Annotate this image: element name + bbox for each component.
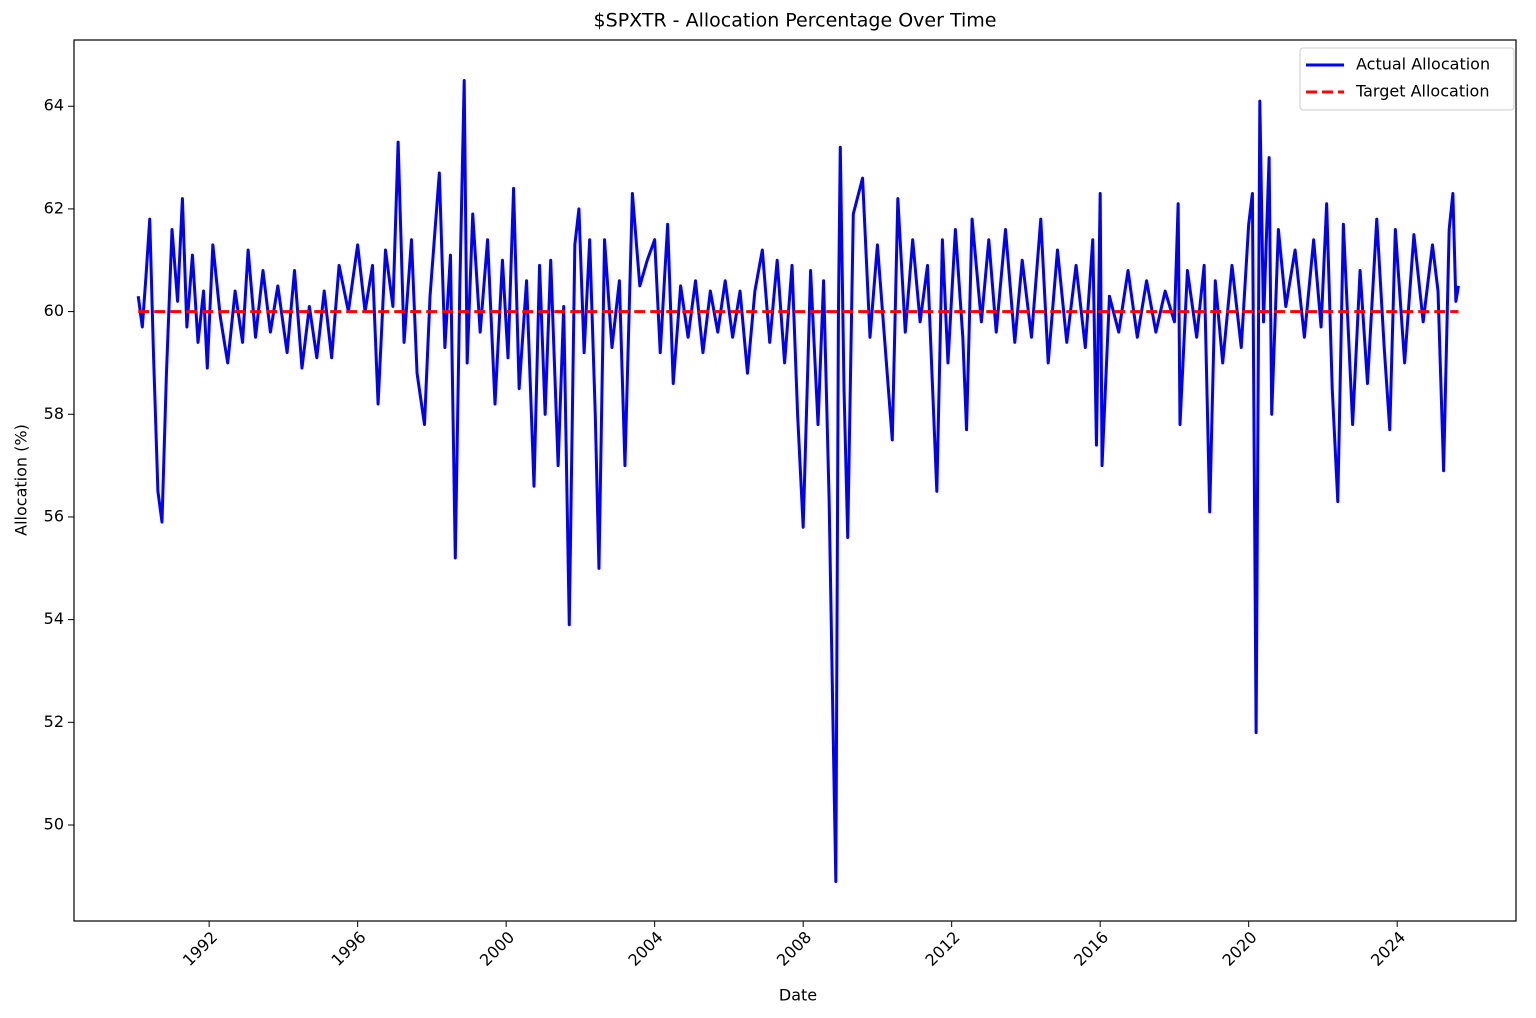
x-tick-label: 2024 (1367, 928, 1409, 970)
x-tick-label: 2008 (773, 928, 815, 970)
x-tick-label: 1992 (179, 928, 221, 970)
y-tick-label: 52 (44, 712, 64, 731)
legend-label: Target Allocation (1355, 82, 1489, 101)
x-tick-label: 1996 (327, 928, 369, 970)
x-tick-label: 2020 (1218, 928, 1260, 970)
y-tick-label: 64 (44, 96, 64, 115)
y-tick-label: 62 (44, 198, 64, 217)
y-tick-label: 56 (44, 506, 64, 525)
y-axis-label: Allocation (%) (12, 424, 31, 536)
y-tick-label: 60 (44, 301, 64, 320)
legend-label: Actual Allocation (1356, 55, 1490, 74)
x-tick-label: 2016 (1070, 928, 1112, 970)
x-tick-label: 2012 (921, 928, 963, 970)
x-tick-label: 2000 (476, 928, 518, 970)
x-axis-label: Date (779, 986, 817, 1005)
x-tick-label: 2004 (624, 928, 666, 970)
legend-box (1299, 47, 1515, 111)
data-line (136, 79, 1460, 883)
chart-title: $SPXTR - Allocation Percentage Over Time (594, 10, 997, 32)
y-tick-label: 50 (44, 814, 64, 833)
y-tick-label: 54 (44, 609, 64, 628)
y-tick-label: 58 (44, 404, 64, 423)
plot-frame (73, 39, 1517, 922)
